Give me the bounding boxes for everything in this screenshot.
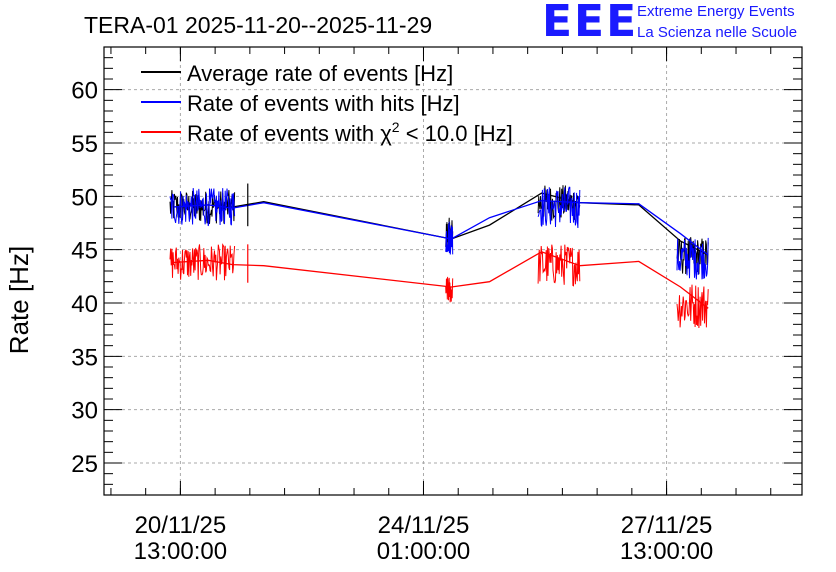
series-1-burst-2 bbox=[537, 186, 581, 229]
y-tick-label: 35 bbox=[71, 344, 98, 371]
legend: Average rate of events [Hz] Rate of event… bbox=[141, 61, 513, 146]
y-tick-label: 40 bbox=[71, 291, 98, 318]
x-tick-label-date: 24/11/25 bbox=[378, 512, 470, 539]
legend-text: Rate of events with bbox=[187, 121, 380, 146]
x-tick-label-date: 27/11/25 bbox=[621, 512, 713, 539]
x-tick-label-time: 01:00:00 bbox=[377, 538, 470, 565]
x-tick-label-date: 20/11/25 bbox=[135, 512, 227, 539]
legend-text: Average rate of events [Hz] bbox=[187, 61, 453, 86]
chi-symbol: χ bbox=[380, 121, 392, 146]
series-1-burst-0 bbox=[169, 188, 236, 227]
logo-line-1: Extreme Energy Events bbox=[637, 3, 795, 20]
legend-label-2: Rate of events with χ2 < 10.0 [Hz] bbox=[187, 119, 513, 146]
y-tick-label: 50 bbox=[71, 184, 98, 211]
series-1-burst-1 bbox=[445, 221, 454, 255]
y-tick-label: 45 bbox=[71, 238, 98, 265]
axis-ticks: 253035404550556020/11/2513:00:0024/11/25… bbox=[71, 46, 802, 565]
y-axis-label: Rate [Hz] bbox=[4, 246, 34, 354]
x-tick-label-time: 13:00:00 bbox=[134, 538, 227, 565]
series-2-burst-3 bbox=[676, 284, 709, 329]
legend-label-0: Average rate of events [Hz] bbox=[187, 61, 453, 86]
series-line-1 bbox=[173, 199, 709, 256]
series-line-2 bbox=[173, 251, 709, 309]
series-line-0 bbox=[173, 192, 709, 256]
x-tick-label-time: 13:00:00 bbox=[620, 538, 713, 565]
legend-text: Rate of events with hits [Hz] bbox=[187, 91, 460, 116]
y-tick-label: 55 bbox=[71, 131, 98, 158]
series-layer bbox=[169, 183, 709, 329]
series-1-burst-3 bbox=[676, 237, 709, 280]
y-tick-label: 60 bbox=[71, 78, 98, 105]
series-2-burst-0 bbox=[169, 243, 236, 281]
logo-line-2: La Scienza nelle Scuole bbox=[637, 24, 798, 41]
legend-text-suffix: < 10.0 [Hz] bbox=[400, 121, 513, 146]
chart-title: TERA-01 2025-11-20--2025-11-29 bbox=[84, 12, 432, 38]
legend-label-1: Rate of events with hits [Hz] bbox=[187, 91, 460, 116]
y-tick-label: 30 bbox=[71, 398, 98, 425]
y-tick-label: 25 bbox=[71, 451, 98, 478]
eee-logo: EEE bbox=[542, 0, 639, 47]
superscript: 2 bbox=[392, 119, 400, 135]
series-2-burst-1 bbox=[445, 276, 454, 303]
series-2-burst-2 bbox=[537, 244, 581, 287]
